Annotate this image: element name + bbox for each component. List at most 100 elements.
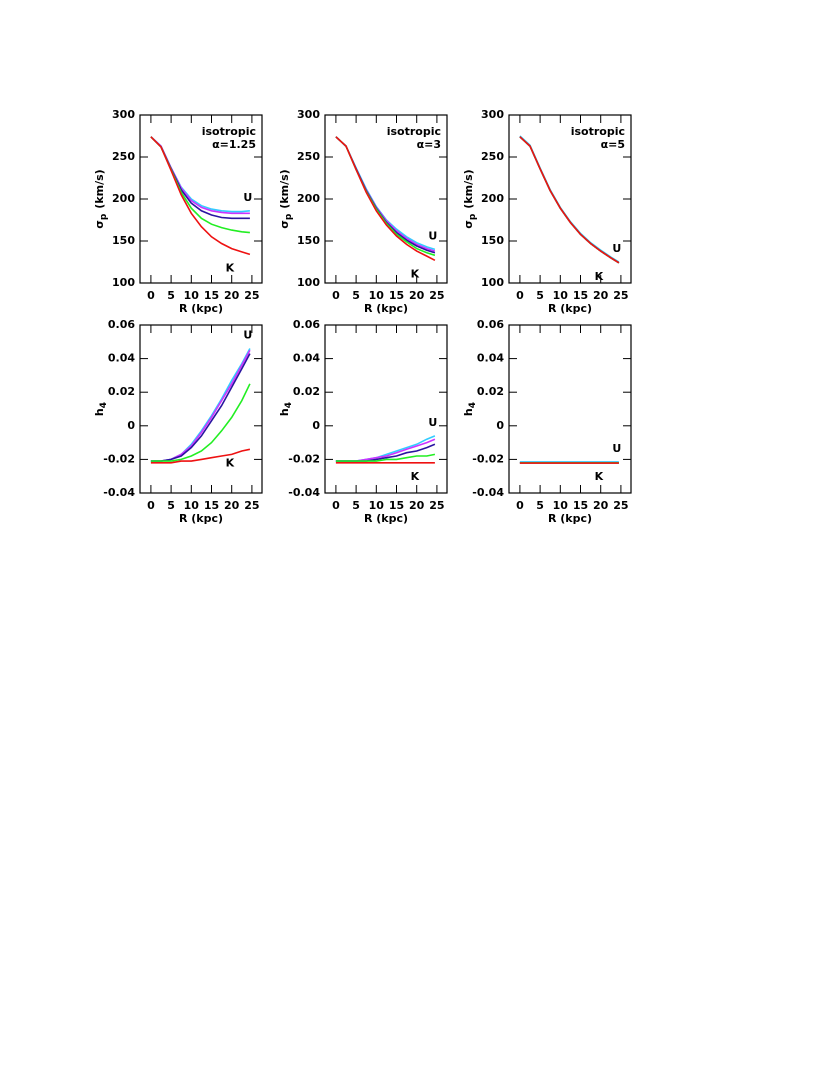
y-tick-label: -0.02 [103,452,135,465]
x-tick-label: 20 [409,499,425,512]
y-tick-label: -0.02 [288,452,320,465]
x-tick-label: 20 [224,499,240,512]
x-tick-label: 25 [429,499,444,512]
x-tick-label: 10 [553,289,569,302]
y-axis-label-part: p [99,213,109,220]
x-axis-label: R (kpc) [364,302,408,315]
y-tick-label: 0.04 [477,352,504,365]
x-tick-label: 10 [369,499,385,512]
y-axis-label-part: p [284,213,294,220]
x-tick-label: 15 [204,289,219,302]
y-axis-label-part: (km/s) [462,169,475,208]
y-tick-label: 0.04 [293,352,320,365]
y-axis-label: h4 [462,402,478,416]
x-axis-label: R (kpc) [548,512,592,525]
x-tick-label: 20 [593,499,609,512]
x-tick-label: 5 [536,499,544,512]
y-tick-label: 150 [112,234,135,247]
y-tick-label: 250 [481,150,504,163]
curve [150,448,251,464]
curve [150,349,251,462]
plot-frame [508,324,632,494]
x-tick-label: 25 [244,289,259,302]
y-tick-label: 200 [112,192,135,205]
x-tick-label: 20 [409,289,425,302]
x-tick-label: 25 [613,499,628,512]
curve [150,353,251,462]
curve [335,453,436,462]
y-axis-label-part: h [278,408,291,416]
x-tick-label: 0 [516,499,524,512]
annotation: isotropic [571,125,625,138]
curve [335,443,436,462]
x-tick-label: 15 [389,289,404,302]
x-tick-label: 10 [184,289,200,302]
x-axis-label: R (kpc) [179,302,223,315]
y-axis-label: σp (km/s) [93,169,109,228]
x-tick-label: 0 [147,499,155,512]
x-tick-label: 0 [516,289,524,302]
y-axis-label-part: 4 [99,402,109,408]
plot-frame [139,324,263,494]
x-tick-label: 5 [167,499,175,512]
x-tick-label: 0 [332,499,340,512]
plot-frame [324,324,448,494]
annotation: α=5 [601,138,625,151]
y-tick-label: 0.06 [477,318,504,331]
y-tick-label: -0.04 [288,486,320,499]
curve [150,136,251,256]
curve [335,136,436,262]
x-tick-label: 15 [573,289,588,302]
end-label: K [595,470,604,483]
curve [335,136,436,251]
end-label: U [243,191,252,204]
end-label: K [226,456,235,469]
x-axis-label: R (kpc) [179,512,223,525]
y-tick-label: -0.02 [472,452,504,465]
y-tick-label: 250 [297,150,320,163]
y-axis-label: h4 [93,402,109,416]
x-tick-label: 0 [147,289,155,302]
y-tick-label: 0.06 [293,318,320,331]
x-tick-label: 10 [184,499,200,512]
curve [335,136,436,254]
y-axis-label-part: (km/s) [93,169,106,208]
y-tick-label: 100 [481,276,504,289]
y-axis-label-part: h [93,408,106,416]
y-axis-label-part: 4 [468,402,478,408]
y-tick-label: 100 [112,276,135,289]
annotation: α=3 [417,138,441,151]
end-label: U [612,442,621,455]
curve [150,348,251,462]
x-tick-label: 20 [593,289,609,302]
x-tick-label: 15 [573,499,588,512]
end-label: K [411,470,420,483]
x-tick-label: 10 [553,499,569,512]
annotation: isotropic [387,125,441,138]
annotation: isotropic [202,125,256,138]
x-axis-label: R (kpc) [548,302,592,315]
y-tick-label: 200 [297,192,320,205]
x-tick-label: 15 [204,499,219,512]
y-tick-label: 0.02 [293,385,320,398]
y-tick-label: 300 [481,108,504,121]
end-label: U [243,329,252,342]
end-label: U [612,242,621,255]
annotation: α=1.25 [212,138,256,151]
y-tick-label: 0 [496,419,504,432]
y-tick-label: 150 [297,234,320,247]
end-label: K [411,267,420,280]
y-tick-label: 250 [112,150,135,163]
y-tick-label: 300 [112,108,135,121]
y-axis-label: h4 [278,402,294,416]
y-axis-label-part: (km/s) [278,169,291,208]
x-axis-label: R (kpc) [364,512,408,525]
y-axis-label-part: σ [462,220,475,229]
y-axis-label: σp (km/s) [462,169,478,228]
y-tick-label: 0.02 [108,385,135,398]
end-label: K [595,270,604,283]
x-tick-label: 25 [429,289,444,302]
y-tick-label: 0.04 [108,352,135,365]
x-tick-label: 10 [369,289,385,302]
